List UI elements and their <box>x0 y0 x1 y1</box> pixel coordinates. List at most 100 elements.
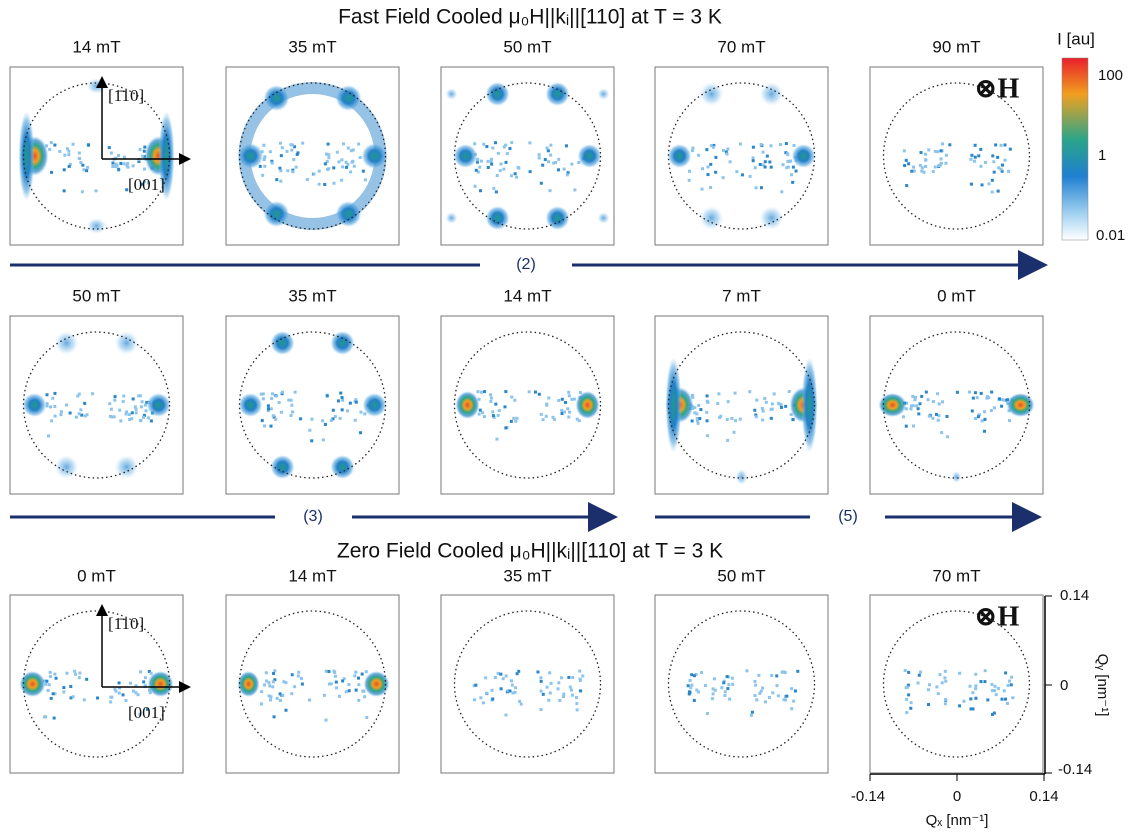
noise <box>789 173 793 177</box>
noise <box>354 398 358 402</box>
noise <box>904 407 908 411</box>
noise <box>52 716 56 720</box>
noise <box>944 153 948 157</box>
noise <box>997 397 1001 401</box>
noise <box>317 169 321 173</box>
noise <box>290 403 294 407</box>
noise <box>910 169 914 173</box>
noise <box>714 170 718 174</box>
noise <box>333 674 337 678</box>
noise <box>279 154 283 158</box>
noise <box>484 676 488 680</box>
noise <box>518 699 522 703</box>
panel-label: 7 mT <box>722 286 761 305</box>
noise <box>263 424 267 428</box>
noise <box>990 682 994 686</box>
noise <box>907 162 911 166</box>
noise <box>718 416 722 420</box>
noise <box>502 145 506 149</box>
noise <box>267 694 271 698</box>
noise <box>261 397 265 401</box>
noise <box>73 669 77 673</box>
noise <box>109 407 113 411</box>
noise <box>491 697 495 701</box>
noise <box>549 143 553 147</box>
noise <box>110 415 114 419</box>
noise <box>340 396 344 400</box>
noise <box>557 681 561 685</box>
noise <box>341 679 345 683</box>
noise <box>686 684 690 688</box>
noise <box>688 678 692 682</box>
noise <box>564 144 568 148</box>
noise <box>130 417 134 421</box>
noise <box>691 395 695 399</box>
noise <box>943 702 947 706</box>
qy-tick: 0 <box>1060 677 1068 694</box>
noise <box>1007 419 1011 423</box>
noise <box>754 413 758 417</box>
noise <box>578 391 582 395</box>
noise <box>344 160 348 164</box>
noise <box>124 698 128 702</box>
noise <box>750 710 754 714</box>
noise <box>45 402 49 406</box>
noise <box>334 680 338 684</box>
noise <box>49 674 53 678</box>
noise <box>65 671 69 675</box>
noise <box>753 679 757 683</box>
noise <box>44 682 48 686</box>
noise <box>147 416 151 420</box>
peak <box>1006 393 1035 417</box>
noise <box>696 421 700 425</box>
noise <box>138 712 142 716</box>
noise <box>1007 169 1011 173</box>
noise <box>341 142 345 146</box>
panels: 14 mT [1̄10] [001] 35 mT 50 mT 70 mT 90 mT ⊗H 50… <box>9 37 1044 774</box>
noise <box>992 406 996 410</box>
noise <box>498 169 502 173</box>
noise <box>791 180 795 184</box>
noise <box>508 147 512 151</box>
noise <box>125 164 129 168</box>
noise <box>273 678 277 682</box>
noise <box>791 165 795 169</box>
noise <box>269 698 273 702</box>
noise <box>307 698 311 702</box>
noise <box>759 689 763 693</box>
noise <box>571 676 575 680</box>
noise <box>479 390 483 394</box>
noise <box>510 679 514 683</box>
noise <box>114 156 118 160</box>
noise <box>510 683 514 687</box>
noise <box>918 402 922 406</box>
q-circle <box>453 610 602 758</box>
noise <box>906 685 910 689</box>
noise <box>114 689 118 693</box>
noise <box>86 165 90 169</box>
noise <box>911 394 915 398</box>
noise <box>945 435 949 439</box>
noise <box>738 417 742 421</box>
noise <box>59 410 63 414</box>
noise <box>71 142 75 146</box>
noise <box>50 419 54 423</box>
noise <box>488 393 492 397</box>
noise <box>289 398 293 402</box>
noise <box>77 676 81 680</box>
noise <box>1000 169 1004 173</box>
noise <box>787 160 791 164</box>
noise <box>990 689 994 693</box>
noise <box>776 401 780 405</box>
noise <box>76 394 80 398</box>
panel: 70 mT <box>654 37 829 246</box>
noise <box>701 167 705 171</box>
noise <box>504 160 508 164</box>
peak <box>86 218 107 234</box>
noise <box>111 161 115 165</box>
noise <box>275 178 279 182</box>
noise <box>68 162 72 166</box>
noise <box>281 693 285 697</box>
peak <box>699 82 724 106</box>
